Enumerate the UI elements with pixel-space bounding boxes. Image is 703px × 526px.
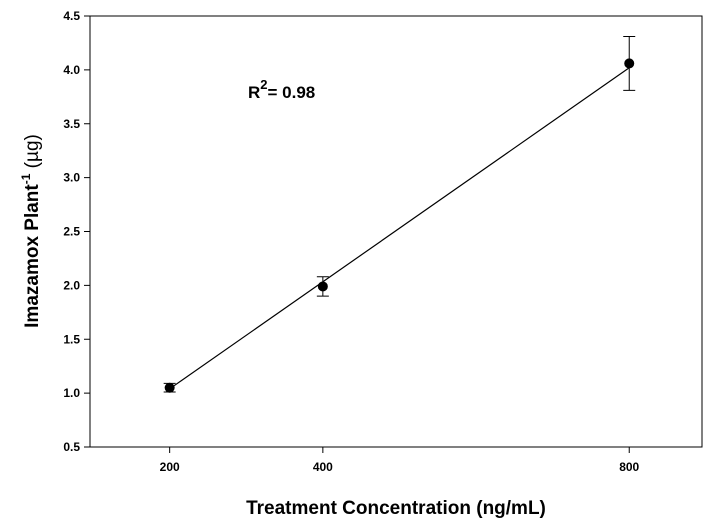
fit-line <box>169 67 630 390</box>
point <box>624 58 635 69</box>
y-axis-title-superscript: -1 <box>19 173 33 184</box>
y-axis-title-suffix: (µg) <box>22 134 43 173</box>
annotation-suffix: = 0.98 <box>268 83 316 102</box>
y-tick-label: 1.0 <box>63 386 80 400</box>
x-tick-label: 800 <box>619 460 639 474</box>
point <box>317 281 328 292</box>
y-axis-title: Imazamox Plant-1 (µg) <box>19 134 43 328</box>
x-axis-title: Treatment Concentration (ng/mL) <box>246 498 546 519</box>
y-axis-title-text: Imazamox Plant <box>22 184 43 328</box>
annotation-superscript: 2 <box>260 77 267 92</box>
y-tick-label: 3.5 <box>63 117 80 131</box>
point <box>164 382 175 393</box>
y-tick-label: 3.0 <box>63 171 80 185</box>
y-tick-label: 2.5 <box>63 225 80 239</box>
y-tick-label: 2.0 <box>63 278 80 292</box>
y-tick-label: 4.0 <box>63 63 80 77</box>
y-tick-label: 1.5 <box>63 332 80 346</box>
annotation-text: R <box>248 83 260 102</box>
annotation: R2= 0.98 <box>248 77 315 102</box>
x-tick-label: 400 <box>313 460 333 474</box>
y-tick-label: 4.5 <box>63 9 80 23</box>
y-tick-label: 0.5 <box>63 440 80 454</box>
x-tick-label: 200 <box>160 460 180 474</box>
